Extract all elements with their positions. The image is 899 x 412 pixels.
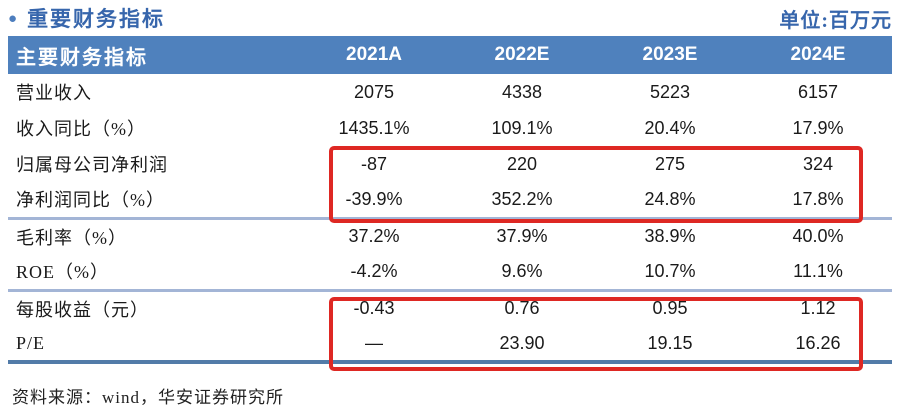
header-row: 主要财务指标 2021A 2022E 2023E 2024E <box>8 36 892 74</box>
cell-value: 6157 <box>797 81 839 102</box>
cell-value: 23.90 <box>499 332 545 353</box>
cell-value: -87 <box>360 153 387 174</box>
section-title: ● 重要财务指标 <box>8 3 165 33</box>
cell-value: 324 <box>802 153 834 174</box>
title-bar: ● 重要财务指标 单位:百万元 <box>8 3 892 33</box>
table-row: 归属母公司净利润 -87 220 275 324 <box>8 146 892 182</box>
header-cell-label: 主要财务指标 <box>8 36 300 74</box>
row-label: 营业收入 <box>16 83 92 103</box>
row-label: 归属母公司净利润 <box>16 155 168 175</box>
cell-value: 16.26 <box>795 332 841 353</box>
cell-value: 19.15 <box>647 332 693 353</box>
financial-indicators-table: 主要财务指标 2021A 2022E 2023E 2024E 营业收入 2075 4… <box>8 36 892 364</box>
header-cell-2022e: 2022E <box>448 36 596 74</box>
cell-value: 1.12 <box>800 298 836 319</box>
cell-value: — <box>365 332 383 353</box>
unit-label: 单位:百万元 <box>779 9 892 32</box>
row-label: 收入同比（%） <box>16 119 146 139</box>
cell-value: -0.43 <box>353 298 395 319</box>
cell-value: 40.0% <box>792 226 844 247</box>
table-row: P/E — 23.90 19.15 16.26 <box>8 326 892 362</box>
cell-value: 9.6% <box>448 254 596 292</box>
cell-value: 352.2% <box>448 182 596 220</box>
bullet-icon: ● <box>8 9 18 27</box>
cell-value: 275 <box>654 153 686 174</box>
header-cell-2021a: 2021A <box>300 36 448 74</box>
cell-value: -39.9% <box>300 182 448 220</box>
cell-value: 11.1% <box>744 254 892 292</box>
cell-value: 220 <box>506 153 538 174</box>
table-row: ROE（%） -4.2% 9.6% 10.7% 11.1% <box>8 254 892 292</box>
cell-value: 109.1% <box>491 117 553 138</box>
table-row: 营业收入 2075 4338 5223 6157 <box>8 74 892 110</box>
cell-value: 4338 <box>501 81 543 102</box>
cell-value: 17.8% <box>744 182 892 220</box>
header-cell-2024e: 2024E <box>744 36 892 74</box>
cell-value: 37.2% <box>348 226 400 247</box>
table-row: 收入同比（%） 1435.1% 109.1% 20.4% 17.9% <box>8 110 892 146</box>
cell-value: 2075 <box>353 81 395 102</box>
cell-value: 24.8% <box>596 182 744 220</box>
cell-value: 1435.1% <box>338 117 410 138</box>
cell-value: -4.2% <box>300 254 448 292</box>
data-source-note: 资料来源：wind，华安证券研究所 <box>12 388 284 407</box>
header-cell-2023e: 2023E <box>596 36 744 74</box>
row-label: 毛利率（%） <box>16 227 127 248</box>
table-body: 营业收入 2075 4338 5223 6157 收入同比（%） 1435.1% 109.1%… <box>8 74 892 362</box>
table-row: 每股收益（元） -0.43 0.76 0.95 1.12 <box>8 290 892 326</box>
row-label: 每股收益（元） <box>16 299 149 320</box>
table-row: 净利润同比（%） -39.9% 352.2% 24.8% 17.8% <box>8 182 892 220</box>
table-header: 主要财务指标 2021A 2022E 2023E 2024E <box>8 36 892 74</box>
cell-value: 0.76 <box>504 298 540 319</box>
cell-value: 38.9% <box>644 226 696 247</box>
cell-value: 17.9% <box>792 117 844 138</box>
cell-value: 5223 <box>649 81 691 102</box>
section-title-text: 重要财务指标 <box>27 7 166 31</box>
cell-value: 10.7% <box>596 254 744 292</box>
row-label: P/E <box>16 332 46 353</box>
cell-value: 0.95 <box>652 298 688 319</box>
table-row: 毛利率（%） 37.2% 37.9% 38.9% 40.0% <box>8 218 892 254</box>
row-label: 净利润同比（%） <box>8 182 300 220</box>
cell-value: 37.9% <box>496 226 548 247</box>
cell-value: 20.4% <box>644 117 696 138</box>
row-label: ROE（%） <box>8 254 300 292</box>
